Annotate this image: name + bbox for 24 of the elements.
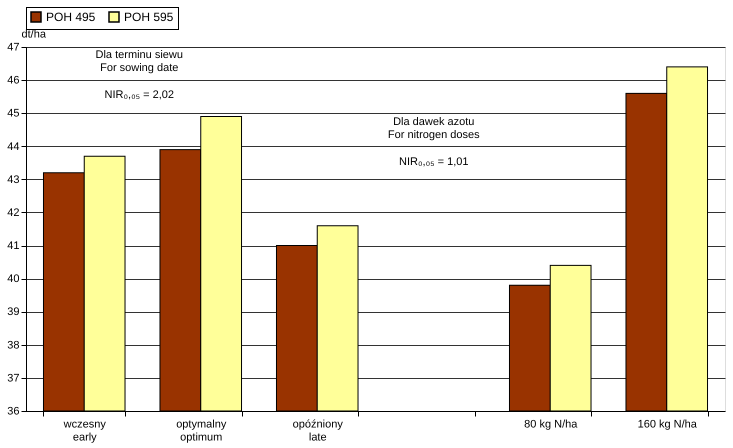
y-tick-label: 37 [7, 372, 20, 384]
y-tick-label: 45 [7, 108, 20, 120]
x-tick-label: opóźniony late [292, 418, 344, 444]
annotation: Dla dawek azotu For nitrogen doses [388, 116, 480, 142]
y-axis-title: dt/ha [22, 28, 47, 40]
y-tick-label: 46 [7, 74, 20, 87]
annotation: NIR₀,₀₅ = 1,01 [398, 156, 469, 168]
y-tick-label: 47 [7, 42, 20, 54]
y-tick-label: 39 [7, 306, 20, 318]
y-tick-label: 43 [7, 174, 20, 186]
y-tick-label: 41 [7, 240, 20, 252]
y-tick-label: 42 [7, 206, 20, 219]
y-tick-label: 40 [7, 273, 20, 286]
y-tick-label: 36 [7, 406, 20, 418]
y-tick-label: 44 [7, 140, 20, 153]
x-tick-label: 160 kg N/ha [638, 418, 698, 430]
x-tick-label: optymalny optimum [176, 418, 227, 444]
annotation: NIR₀,₀₅ = 2,02 [104, 88, 174, 101]
annotation: Dla terminu siewu For sowing date [96, 48, 183, 74]
legend-label: POH 495 [46, 10, 96, 24]
x-tick-label: wczesny early [62, 418, 106, 444]
x-tick-label: 80 kg N/ha [524, 418, 578, 430]
legend-label: POH 595 [124, 10, 174, 24]
y-tick-label: 38 [7, 339, 20, 352]
